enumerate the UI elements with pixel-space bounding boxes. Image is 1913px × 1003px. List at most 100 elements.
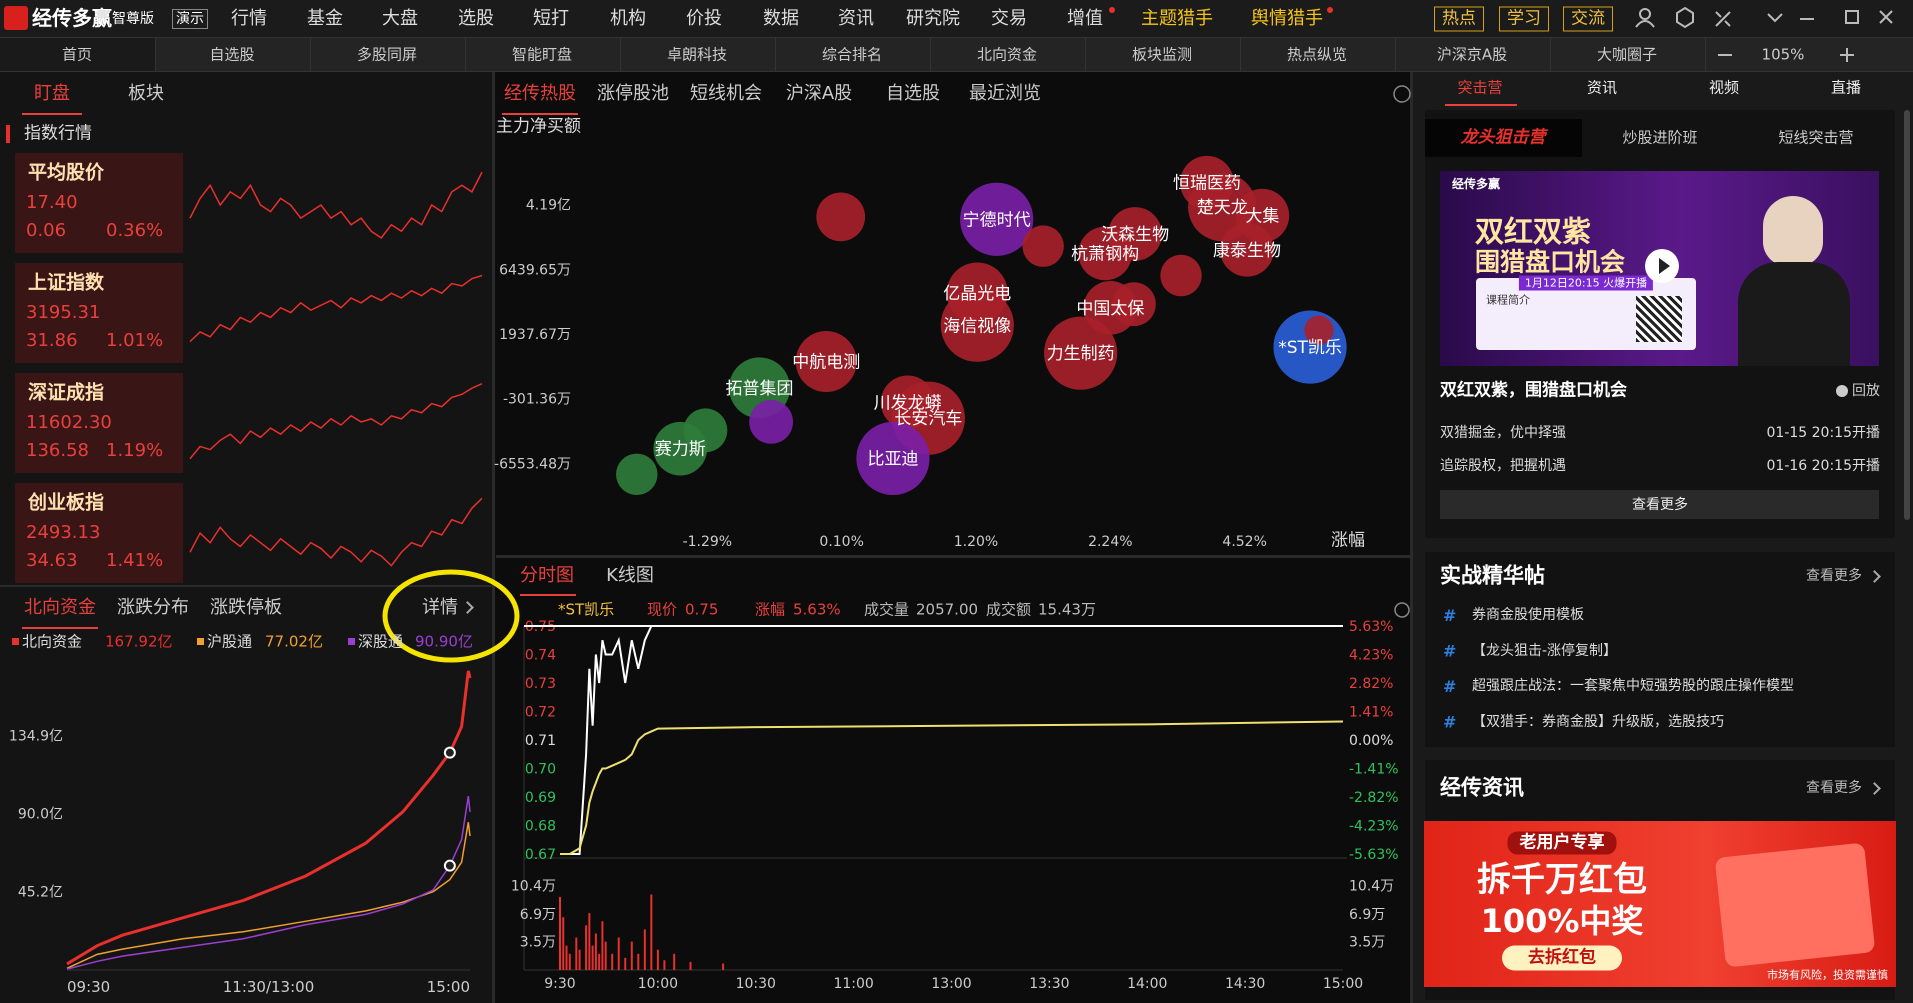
- post-item[interactable]: 券商金股使用模板: [1472, 607, 1584, 623]
- menu-item[interactable]: 增值: [1067, 8, 1103, 29]
- tab[interactable]: [1550, 38, 1706, 71]
- tab-label[interactable]: 首页: [61, 45, 93, 64]
- quick-button[interactable]: 学习: [1499, 6, 1549, 32]
- banner-brand: 经传多赢: [1452, 177, 1501, 191]
- panel-tab[interactable]: 短线机会: [690, 83, 762, 104]
- more-link[interactable]: 查看更多: [1806, 780, 1862, 796]
- bubble: [960, 182, 1034, 256]
- menu-item[interactable]: 交易: [991, 8, 1027, 29]
- tab-label[interactable]: 大咖圈子: [1596, 45, 1658, 64]
- scrollbar[interactable]: [1904, 110, 1910, 520]
- tab-label[interactable]: 自选股: [209, 45, 255, 64]
- menu-item[interactable]: 短打: [533, 8, 569, 29]
- chart-tab[interactable]: 分时图: [520, 565, 574, 586]
- quick-button[interactable]: 热点: [1434, 6, 1484, 32]
- mode-badge[interactable]: 演示: [172, 9, 208, 29]
- menu-item[interactable]: 基金: [307, 8, 343, 29]
- session-name: 追踪股权，把握机遇: [1440, 458, 1566, 474]
- post-item[interactable]: 【龙头狙击-涨停复制】: [1472, 642, 1618, 659]
- index-card[interactable]: [15, 373, 183, 473]
- tab[interactable]: [1240, 38, 1396, 71]
- more-link[interactable]: 查看更多: [1806, 568, 1862, 584]
- tab[interactable]: [310, 38, 466, 71]
- x-tick-label: 14:30: [1225, 976, 1265, 992]
- y2-tick-label: -4.23%: [1349, 819, 1399, 835]
- help-icon[interactable]: [1393, 85, 1411, 103]
- panel-tab[interactable]: 涨跌分布: [117, 597, 189, 618]
- bubble: [1078, 226, 1133, 281]
- menu-item[interactable]: 研究院: [906, 8, 960, 29]
- menu-item[interactable]: 主题猎手: [1141, 8, 1213, 29]
- quick-button[interactable]: 交流: [1563, 6, 1613, 32]
- volume-bar: [673, 953, 676, 970]
- volume-tick-label: 3.5万: [1349, 935, 1385, 951]
- tab-label[interactable]: 多股同屏: [356, 45, 418, 64]
- tab[interactable]: [930, 38, 1086, 71]
- menu-item[interactable]: 选股: [458, 8, 494, 29]
- panel-tab[interactable]: 自选股: [886, 83, 940, 104]
- panel-tab[interactable]: 沪深A股: [785, 83, 853, 104]
- chart-tab[interactable]: K线图: [606, 565, 654, 586]
- panel-tab[interactable]: 板块: [128, 83, 164, 104]
- bubble-label: 亿晶光电: [943, 284, 1011, 304]
- volume-bar: [604, 941, 607, 970]
- tab-label[interactable]: 热点纵览: [1286, 45, 1348, 64]
- tab[interactable]: [775, 38, 931, 71]
- volume-bar: [611, 953, 614, 970]
- course-tab-active[interactable]: [1425, 119, 1582, 157]
- more-button[interactable]: [1440, 490, 1879, 519]
- panel-tab[interactable]: 资讯: [1586, 78, 1618, 97]
- panel-tab[interactable]: 突击营: [1457, 78, 1503, 97]
- panel-tab[interactable]: 涨停股池: [597, 83, 669, 104]
- tab[interactable]: [1085, 38, 1241, 71]
- menu-item[interactable]: 数据: [763, 8, 799, 29]
- tab[interactable]: [155, 38, 311, 71]
- legend-value: 167.92亿: [105, 632, 173, 651]
- tab-label[interactable]: 沪深京A股: [1436, 45, 1508, 64]
- tab[interactable]: [465, 38, 621, 71]
- y2-tick-label: 0.00%: [1349, 733, 1393, 749]
- volume-bar: [650, 894, 653, 970]
- tab-underline: [22, 113, 82, 115]
- ad-button[interactable]: 去拆红包: [1502, 945, 1622, 971]
- settings-icon[interactable]: [1394, 602, 1410, 618]
- tab-label[interactable]: 北向资金: [976, 45, 1038, 64]
- panel-tab[interactable]: 最近浏览: [969, 83, 1041, 104]
- panel-tab[interactable]: 北向资金: [24, 597, 96, 618]
- tab[interactable]: [620, 38, 776, 71]
- legend-swatch: [348, 638, 355, 645]
- panel-tab[interactable]: 经传热股: [504, 83, 576, 104]
- menu-item[interactable]: 大盘: [382, 8, 418, 29]
- tab-label[interactable]: 板块监测: [1131, 45, 1193, 64]
- more-button-label[interactable]: 查看更多: [1632, 497, 1688, 513]
- menu-item[interactable]: 行情: [231, 8, 267, 29]
- menu-item[interactable]: 机构: [610, 8, 646, 29]
- tab-label[interactable]: 智能盯盘: [511, 45, 573, 64]
- index-card[interactable]: [15, 153, 183, 253]
- panel-tab[interactable]: 涨跌停板: [210, 597, 282, 618]
- field-label: 涨幅: [755, 600, 786, 619]
- post-item[interactable]: 超强跟庄战法：一套聚焦中短强势股的跟庄操作模型: [1472, 678, 1794, 694]
- tab-label[interactable]: 综合排名: [821, 45, 883, 64]
- course-tab[interactable]: 龙头狙击营: [1460, 127, 1546, 148]
- index-change: 31.86: [26, 330, 78, 351]
- tab[interactable]: [0, 38, 156, 71]
- replay-link[interactable]: 回放: [1852, 383, 1880, 399]
- menu-item[interactable]: 舆情猎手: [1251, 8, 1323, 29]
- index-name: 深证成指: [28, 381, 105, 404]
- post-item[interactable]: 【双猎手：券商金股】升级版，选股技巧: [1472, 713, 1724, 730]
- menu-item[interactable]: 资讯: [838, 8, 874, 29]
- divider: [0, 585, 492, 587]
- panel-tab[interactable]: 直播: [1830, 78, 1862, 97]
- menu-item[interactable]: 价投: [686, 8, 722, 29]
- detail-link[interactable]: 详情: [422, 597, 458, 618]
- panel-tab[interactable]: 视频: [1708, 78, 1740, 97]
- index-card[interactable]: [15, 483, 183, 583]
- y-tick-label: 1937.67万: [499, 327, 571, 343]
- index-card[interactable]: [15, 263, 183, 363]
- panel-tab[interactable]: 盯盘: [34, 83, 70, 104]
- course-tab[interactable]: 炒股进阶班: [1622, 128, 1698, 147]
- course-tab[interactable]: 短线突击营: [1778, 128, 1854, 147]
- tab[interactable]: [1395, 38, 1551, 71]
- tab-label[interactable]: 卓朗科技: [666, 45, 728, 64]
